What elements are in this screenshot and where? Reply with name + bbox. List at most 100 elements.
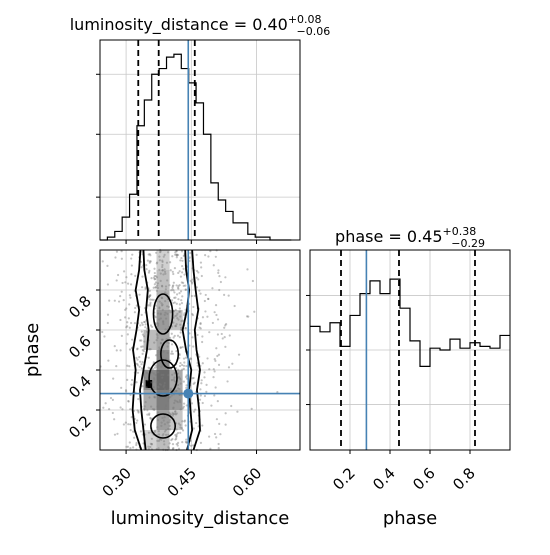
- sample-point: [109, 396, 113, 400]
- sample-point: [175, 314, 178, 317]
- contour-ring: [152, 293, 174, 335]
- sample-point: [144, 323, 147, 326]
- sample-point: [175, 293, 179, 296]
- sample-point: [151, 408, 154, 411]
- sample-point: [111, 411, 114, 415]
- sample-point: [171, 285, 174, 288]
- sample-point: [129, 408, 132, 411]
- sample-point: [151, 367, 154, 371]
- sample-point: [216, 354, 219, 358]
- sample-point: [149, 304, 152, 307]
- sample-point: [149, 303, 152, 306]
- sample-point: [169, 261, 172, 264]
- sample-point: [154, 396, 157, 399]
- sample-point: [178, 377, 181, 380]
- sample-point: [147, 447, 150, 450]
- sample-point: [161, 269, 164, 272]
- sample-point: [164, 404, 168, 407]
- sample-point: [172, 336, 175, 339]
- sample-point: [124, 308, 127, 311]
- sample-point: [148, 412, 151, 415]
- sample-point: [148, 348, 151, 351]
- sample-point: [181, 319, 184, 322]
- sample-point: [184, 424, 187, 427]
- sample-point: [141, 348, 144, 352]
- sample-point: [180, 427, 183, 430]
- sample-point: [174, 325, 178, 328]
- sample-point: [190, 281, 193, 284]
- sample-point: [213, 370, 216, 373]
- sample-point: [136, 362, 139, 366]
- sample-point: [163, 430, 167, 433]
- sample-point: [171, 437, 174, 441]
- sample-point: [169, 387, 173, 390]
- sample-point: [145, 267, 148, 271]
- sample-point: [144, 286, 147, 289]
- sample-point: [133, 311, 137, 314]
- y-tick-label: 0.8: [65, 292, 95, 322]
- sample-point: [158, 348, 161, 351]
- sample-point: [172, 446, 175, 450]
- sample-point: [164, 407, 167, 410]
- sample-point: [189, 358, 193, 361]
- sample-point: [156, 439, 159, 443]
- sample-point: [155, 262, 158, 265]
- sample-point: [175, 254, 179, 257]
- sample-point: [113, 418, 116, 421]
- sample-point: [192, 427, 195, 430]
- sample-point: [162, 321, 165, 324]
- sample-point: [198, 326, 201, 329]
- sample-point: [215, 347, 218, 350]
- x-axis-label: luminosity_distance: [111, 508, 290, 529]
- sample-point: [145, 264, 148, 267]
- sample-point: [124, 389, 128, 392]
- sample-point: [126, 282, 130, 285]
- sample-point: [180, 363, 184, 367]
- axes-frame: [99, 249, 301, 451]
- sample-point: [163, 381, 166, 385]
- sample-point: [154, 316, 157, 319]
- sample-point: [158, 300, 161, 303]
- sample-point: [130, 257, 133, 260]
- sample-point: [182, 357, 186, 360]
- sample-point: [215, 436, 218, 439]
- sample-point: [149, 348, 152, 351]
- sample-point: [167, 447, 171, 450]
- sample-point: [191, 278, 194, 281]
- sample-point: [146, 413, 149, 416]
- sample-point: [125, 307, 128, 310]
- sample-point: [214, 304, 218, 307]
- sample-point: [163, 423, 167, 426]
- sample-point: [159, 279, 162, 283]
- density-cell: [143, 430, 157, 450]
- sample-point: [178, 399, 181, 402]
- sample-point: [174, 438, 177, 441]
- sample-point: [146, 379, 149, 382]
- sample-point: [154, 429, 157, 432]
- sample-point: [181, 265, 184, 268]
- sample-point: [157, 312, 160, 315]
- sample-point: [181, 271, 184, 274]
- sample-point: [209, 250, 212, 253]
- density-cell: [169, 410, 183, 430]
- sample-point: [126, 325, 129, 328]
- sample-point: [137, 411, 140, 414]
- sample-point: [177, 298, 180, 301]
- sample-point: [170, 289, 173, 292]
- sample-point: [216, 333, 220, 336]
- contour-ring: [148, 359, 178, 397]
- sample-point: [177, 318, 180, 321]
- sample-point: [177, 447, 181, 450]
- sample-point: [143, 405, 146, 408]
- sample-point: [182, 281, 185, 284]
- sample-point: [182, 284, 185, 287]
- sample-point: [119, 349, 122, 352]
- sample-point: [164, 311, 167, 314]
- sample-point: [106, 264, 109, 267]
- sample-point: [128, 303, 131, 306]
- sample-point: [124, 281, 127, 284]
- sample-point: [169, 269, 172, 272]
- sample-point: [180, 320, 183, 323]
- sample-point: [171, 288, 174, 291]
- density-cell: [156, 330, 170, 350]
